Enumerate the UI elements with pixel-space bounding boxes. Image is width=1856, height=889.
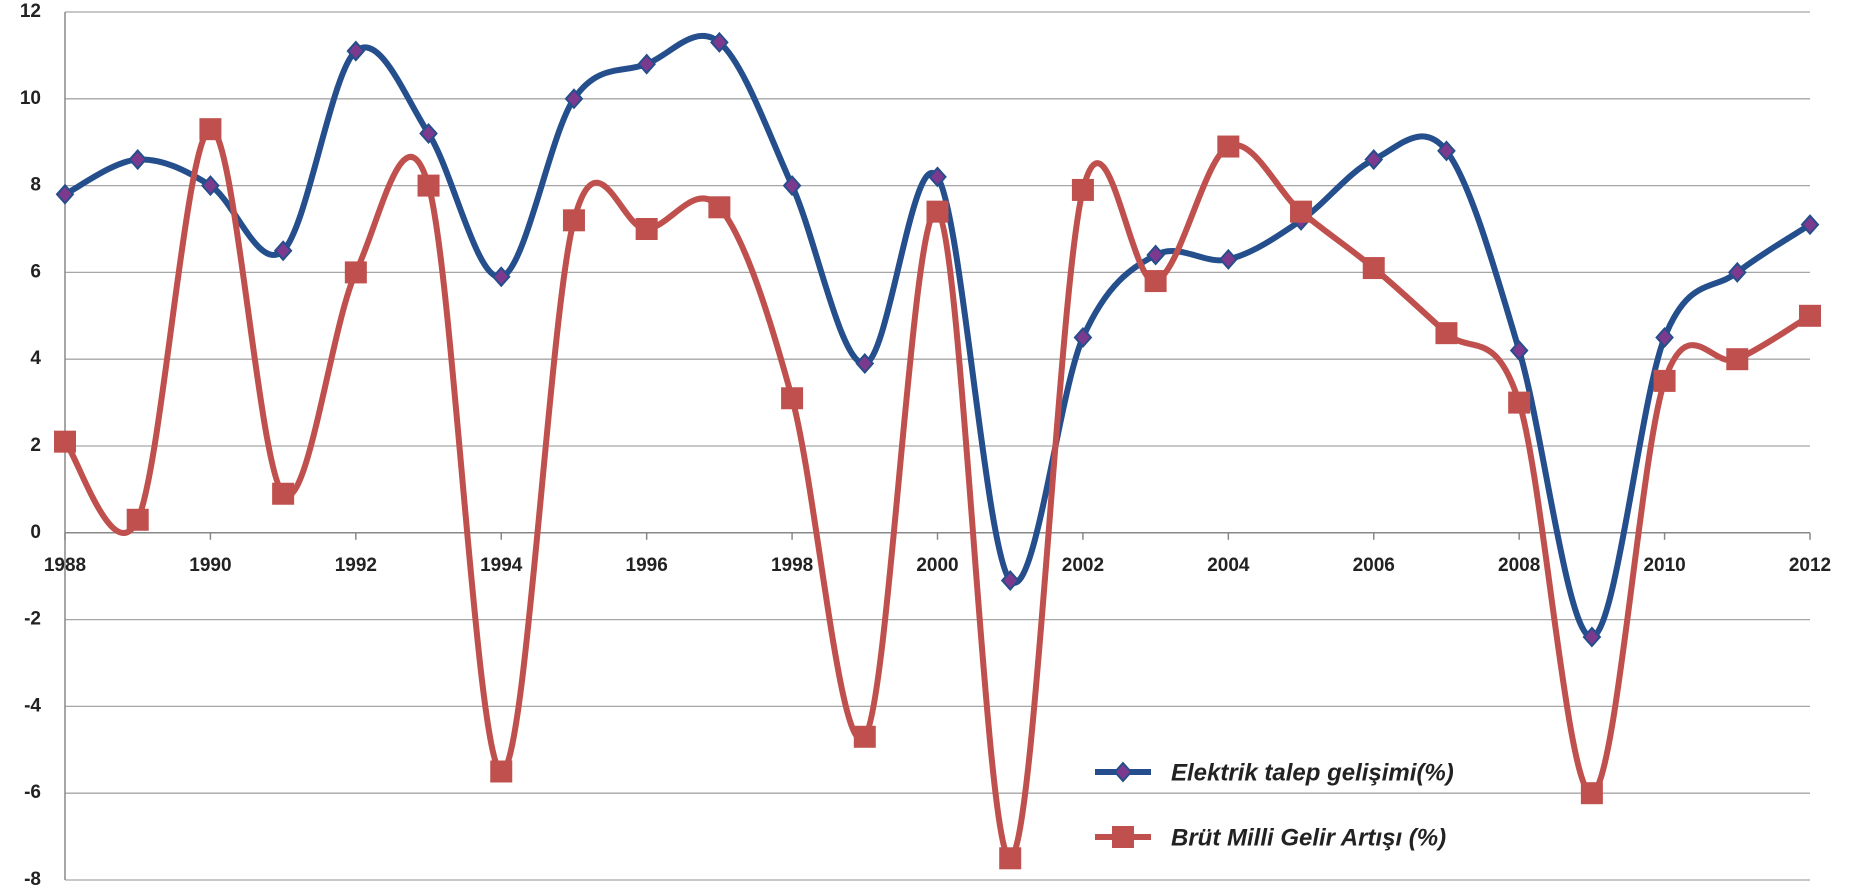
x-tick-label: 1994 (480, 555, 523, 576)
marker (1726, 348, 1749, 371)
marker (273, 240, 293, 262)
marker (344, 261, 367, 284)
marker (1000, 570, 1020, 592)
x-tick-label: 1996 (626, 555, 668, 576)
y-tick-label: 6 (30, 261, 41, 282)
marker (855, 353, 875, 375)
legend-marker (1113, 761, 1133, 783)
line (62, 126, 1812, 862)
marker (1144, 270, 1167, 293)
marker (1509, 340, 1529, 362)
y-tick-label: 4 (30, 348, 41, 369)
marker (1217, 135, 1240, 158)
y-tick-label: -4 (24, 695, 41, 716)
line (63, 32, 1812, 640)
marker (562, 209, 585, 232)
x-tick-label: 1988 (44, 555, 86, 576)
marker (54, 430, 76, 453)
marker (1437, 140, 1456, 162)
marker (1800, 214, 1820, 236)
marker (1073, 326, 1093, 349)
marker (1727, 261, 1747, 283)
marker (1653, 369, 1676, 392)
marker (1362, 257, 1385, 280)
marker (201, 175, 220, 197)
x-tick-label: 2010 (1643, 555, 1685, 576)
marker (1218, 248, 1238, 270)
marker (928, 166, 947, 188)
marker (1071, 178, 1094, 201)
marker (346, 40, 366, 62)
marker (853, 725, 876, 748)
marker (1146, 244, 1165, 266)
marker (1580, 782, 1603, 805)
marker (999, 847, 1022, 870)
y-tick-label: -6 (24, 782, 41, 803)
marker (491, 266, 511, 288)
marker (126, 508, 149, 531)
series (55, 31, 1820, 648)
legend-label: Elektrik talep gelişimi(%) (1171, 759, 1454, 786)
x-tick-label: 2012 (1789, 555, 1831, 576)
x-tick-label: 2006 (1353, 555, 1395, 576)
x-tick-label: 2004 (1207, 555, 1250, 576)
marker (637, 53, 657, 75)
x-tick-label: 1998 (771, 555, 813, 576)
y-tick-label: 10 (20, 88, 41, 109)
marker (199, 118, 222, 141)
series (54, 118, 1821, 870)
y-tick-label: -8 (24, 869, 41, 889)
y-tick-label: 2 (30, 435, 41, 456)
marker (55, 183, 75, 205)
marker (1364, 149, 1384, 171)
marker (635, 218, 658, 240)
marker (419, 123, 438, 145)
marker (1435, 322, 1458, 345)
marker (1290, 200, 1313, 223)
marker (781, 387, 804, 410)
x-tick-label: 2000 (916, 555, 958, 576)
legend-label: Brüt Milli Gelir Artışı (%) (1171, 824, 1446, 851)
x-tick-label: 2008 (1498, 555, 1540, 576)
marker (564, 88, 584, 110)
marker (782, 175, 802, 197)
x-tick-label: 2002 (1062, 555, 1104, 576)
marker (1799, 304, 1821, 327)
x-tick-label: 1990 (189, 555, 231, 576)
y-tick-label: 12 (20, 1, 41, 22)
marker (1582, 626, 1602, 648)
marker (1655, 326, 1674, 349)
marker (708, 196, 731, 219)
marker (272, 482, 295, 505)
x-tick-label: 1992 (335, 555, 377, 576)
y-tick-label: -2 (24, 609, 41, 630)
legend-marker (1112, 826, 1134, 848)
marker (926, 200, 949, 223)
y-tick-label: 8 (30, 175, 41, 196)
marker (710, 31, 729, 53)
marker (490, 760, 513, 783)
y-tick-label: 0 (30, 522, 41, 543)
marker (1508, 391, 1531, 414)
marker (128, 149, 148, 171)
marker (417, 174, 440, 197)
